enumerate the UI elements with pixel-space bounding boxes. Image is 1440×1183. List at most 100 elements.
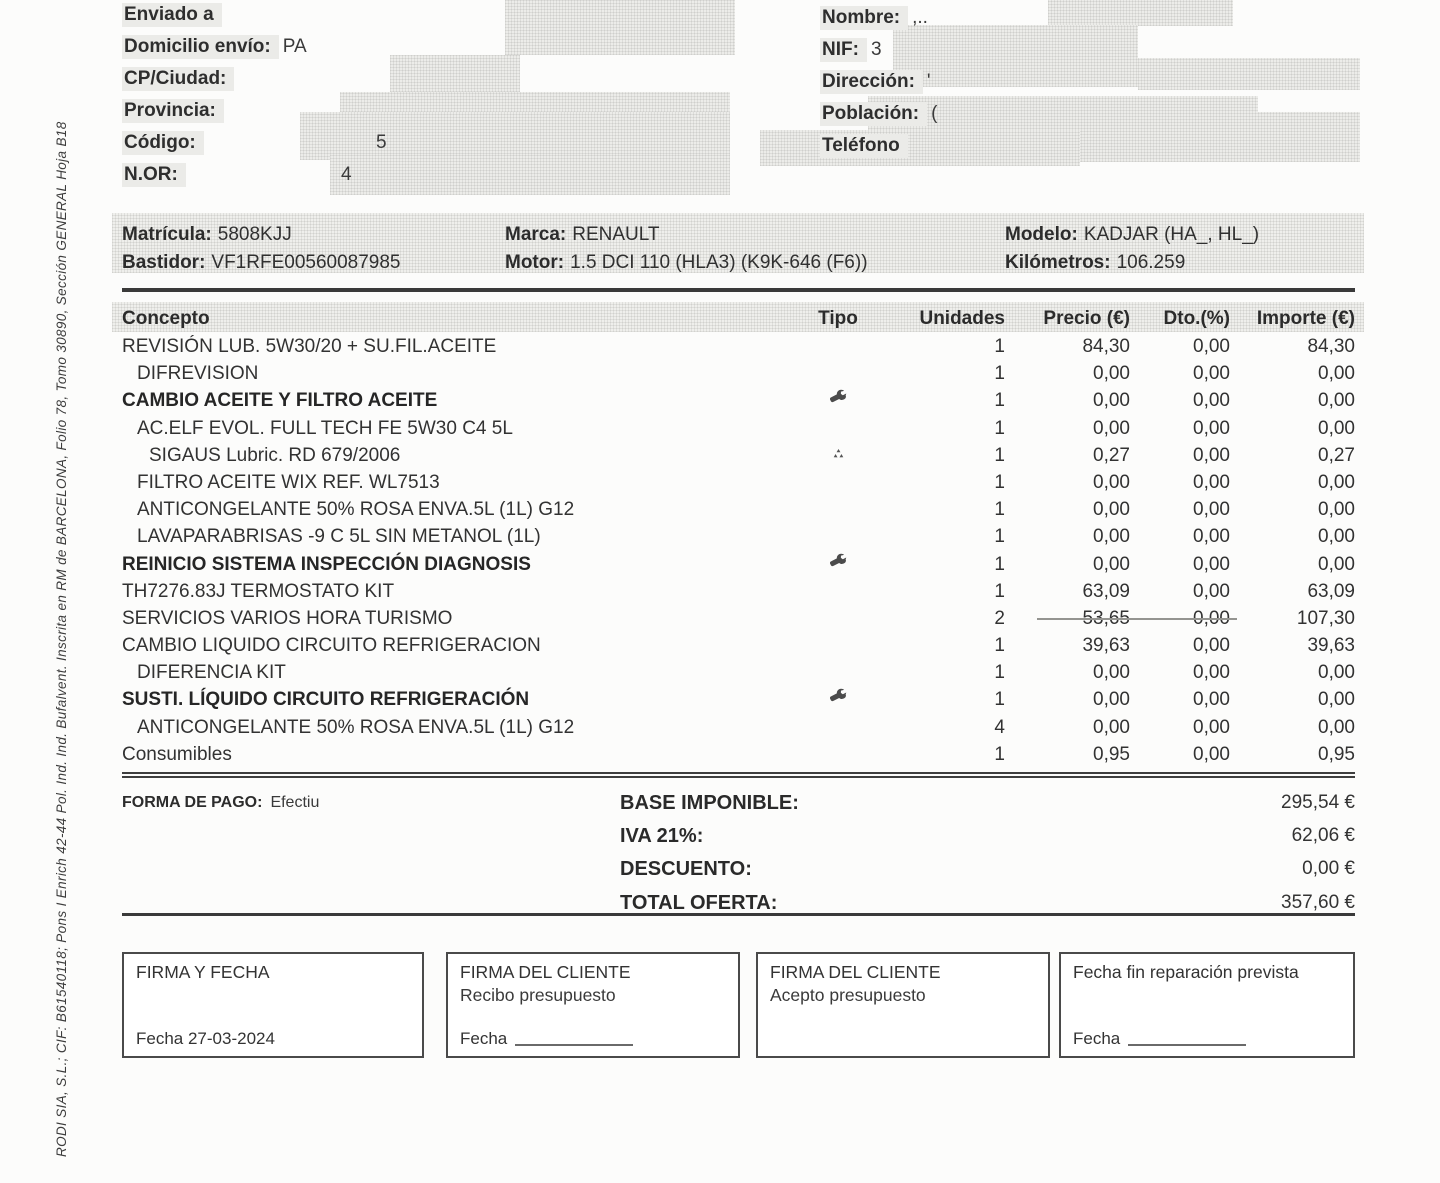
item-units: 1 <box>994 553 1005 575</box>
total-oferta-value: 357,60 € <box>1281 892 1355 913</box>
total-oferta-row: TOTAL OFERTA: 357,60 € <box>620 892 1355 914</box>
signature-box-date: Fecha <box>1073 1029 1247 1049</box>
item-amount: 0,00 <box>1318 526 1355 548</box>
item-amount: 0,00 <box>1318 390 1355 412</box>
signature-box-title: FIRMA DEL CLIENTE <box>460 962 631 982</box>
table-row: CAMBIO LIQUIDO CIRCUITO REFRIGERACION 1 39… <box>122 632 1355 659</box>
field-label: Código: <box>122 131 204 155</box>
wrench-icon <box>808 387 868 414</box>
item-units: 4 <box>994 716 1005 738</box>
bastidor-row: Bastidor: VF1RFE00560087985 <box>122 252 401 273</box>
table-row: SERVICIOS VARIOS HORA TURISMO 2 53,65 0,00 1… <box>122 605 1355 632</box>
item-discount: 0,00 <box>1193 743 1230 765</box>
field-row: Dirección: ' <box>820 69 937 101</box>
matricula-value: 5808KJJ <box>217 224 292 245</box>
item-discount: 0,00 <box>1193 526 1230 548</box>
vehicle-col-2: Marca: RENAULT Motor: 1.5 DCI 110 (HLA3) (… <box>505 221 868 277</box>
table-row: SIGAUS Lubric. RD 679/2006 1 0,27 0,00 0,27 <box>122 442 1355 469</box>
signature-box-subtitle: Recibo presupuesto <box>460 985 616 1005</box>
descuento-value: 0,00 € <box>1302 858 1355 879</box>
item-amount: 0,00 <box>1318 716 1355 738</box>
item-price: 0,00 <box>1093 526 1130 548</box>
vehicle-section-shading <box>112 213 1364 273</box>
kilometros-value: 106.259 <box>1116 252 1186 273</box>
item-concept: ANTICONGELANTE 50% ROSA ENVA.5L (1L) G12 <box>137 716 575 738</box>
table-row: Consumibles 1 0,95 0,00 0,95 <box>122 741 1355 768</box>
field-row: NIF: 3 <box>820 37 937 69</box>
field-value: ,.. <box>912 7 928 28</box>
date-blank-line <box>1128 1044 1247 1046</box>
wrench-icon <box>808 686 868 713</box>
scan-shading <box>300 112 730 160</box>
signature-box-acepto: FIRMA DEL CLIENTE Acepto presupuesto <box>756 952 1050 1058</box>
modelo-row: Modelo: KADJAR (HA_, HL_) <box>1005 224 1260 245</box>
signature-box-date: Fecha 27-03-2024 <box>136 1029 275 1048</box>
item-concept: DIFERENCIA KIT <box>137 662 286 684</box>
field-row: CP/Ciudad: <box>122 66 307 98</box>
field-value: 5 <box>376 132 387 153</box>
table-row: ANTICONGELANTE 50% ROSA ENVA.5L (1L) G12… <box>122 714 1355 741</box>
payment-method: FORMA DE PAGO: Efectiu <box>122 794 319 812</box>
signature-box-recibo: FIRMA DEL CLIENTE Recibo presupuesto Fec… <box>446 952 740 1058</box>
field-label: Domicilio envío: <box>122 35 279 59</box>
item-concept: Consumibles <box>122 743 232 765</box>
iva-row: IVA 21%: 62,06 € <box>620 825 1355 847</box>
base-imponible-value: 295,54 € <box>1281 792 1355 813</box>
company-registration-text: RODI SIA, S.L.; CIF: B61540118; Pons I E… <box>54 121 69 1157</box>
item-discount: 0,00 <box>1193 716 1230 738</box>
item-concept: CAMBIO LIQUIDO CIRCUITO REFRIGERACION <box>122 635 541 657</box>
item-concept: SERVICIOS VARIOS HORA TURISMO <box>122 607 453 629</box>
item-amount: 0,95 <box>1318 743 1355 765</box>
field-label: Población: <box>820 102 928 126</box>
item-units: 1 <box>994 662 1005 684</box>
field-label: NIF: <box>820 38 867 62</box>
item-units: 1 <box>994 689 1005 711</box>
signature-box-firma-fecha: FIRMA Y FECHA Fecha 27-03-2024 <box>122 952 424 1058</box>
scan-shading <box>760 130 1080 166</box>
item-units: 1 <box>994 499 1005 521</box>
item-concept: LAVAPARABRISAS -9 C 5L SIN METANOL (1L) <box>137 526 541 548</box>
header-importe: Importe (€) <box>1256 307 1355 329</box>
ship-to-block: Enviado a Domicilio envío: PA CP/Ciudad: … <box>122 2 387 194</box>
header-concepto: Concepto <box>122 307 210 329</box>
table-row: DIFERENCIA KIT 1 0,00 0,00 0,00 <box>122 659 1355 686</box>
table-row: ANTICONGELANTE 50% ROSA ENVA.5L (1L) G12… <box>122 496 1355 523</box>
field-value: PA <box>282 36 307 57</box>
signature-box-subtitle: Acepto presupuesto <box>770 985 926 1005</box>
item-amount: 0,00 <box>1318 689 1355 711</box>
table-row: LAVAPARABRISAS -9 C 5L SIN METANOL (1L) 1… <box>122 523 1355 550</box>
scan-shading <box>1075 112 1360 162</box>
table-row: REVISIÓN LUB. 5W30/20 + SU.FIL.ACEITE 1 84… <box>122 333 1355 360</box>
field-label: Provincia: <box>122 99 224 123</box>
item-discount: 0,00 <box>1193 553 1230 575</box>
table-row: AC.ELF EVOL. FULL TECH FE 5W30 C4 5L 1 0,0… <box>122 415 1355 442</box>
item-amount: 0,00 <box>1318 553 1355 575</box>
motor-row: Motor: 1.5 DCI 110 (HLA3) (K9K-646 (F6)) <box>505 252 868 273</box>
item-concept: CAMBIO ACEITE Y FILTRO ACEITE <box>122 390 438 412</box>
field-label: Teléfono <box>820 134 908 158</box>
item-units: 1 <box>994 580 1005 602</box>
scan-shading <box>893 25 1138 87</box>
item-discount: 0,00 <box>1193 336 1230 357</box>
field-row: Teléfono <box>820 133 937 165</box>
header-tipo: Tipo <box>818 307 858 329</box>
item-discount: 0,00 <box>1193 499 1230 521</box>
item-price: 0,00 <box>1093 390 1130 412</box>
signature-box-date: Fecha <box>460 1029 634 1049</box>
table-row: FILTRO ACEITE WIX REF. WL7513 1 0,00 0,00 0,… <box>122 469 1355 496</box>
item-price: 0,00 <box>1093 471 1130 493</box>
item-price: 0,00 <box>1093 499 1130 521</box>
item-discount: 0,00 <box>1193 689 1230 711</box>
bastidor-value: VF1RFE00560087985 <box>211 252 401 273</box>
items-table-header: Concepto Tipo Unidades Precio (€) Dto.(%… <box>122 305 1355 332</box>
item-units: 2 <box>994 607 1005 629</box>
scan-shading <box>505 0 735 55</box>
header-precio: Precio (€) <box>1043 307 1130 329</box>
field-row: N.OR: 4 <box>122 162 352 194</box>
field-row: Código: 5 <box>122 130 387 162</box>
item-price: 0,00 <box>1093 662 1130 684</box>
header-unidades: Unidades <box>919 307 1005 329</box>
table-row: CAMBIO ACEITE Y FILTRO ACEITE 1 0,00 0,00 0,… <box>122 387 1355 414</box>
vehicle-col-3: Modelo: KADJAR (HA_, HL_) Kilómetros: 106.… <box>1005 221 1259 277</box>
item-discount: 0,00 <box>1193 444 1230 466</box>
